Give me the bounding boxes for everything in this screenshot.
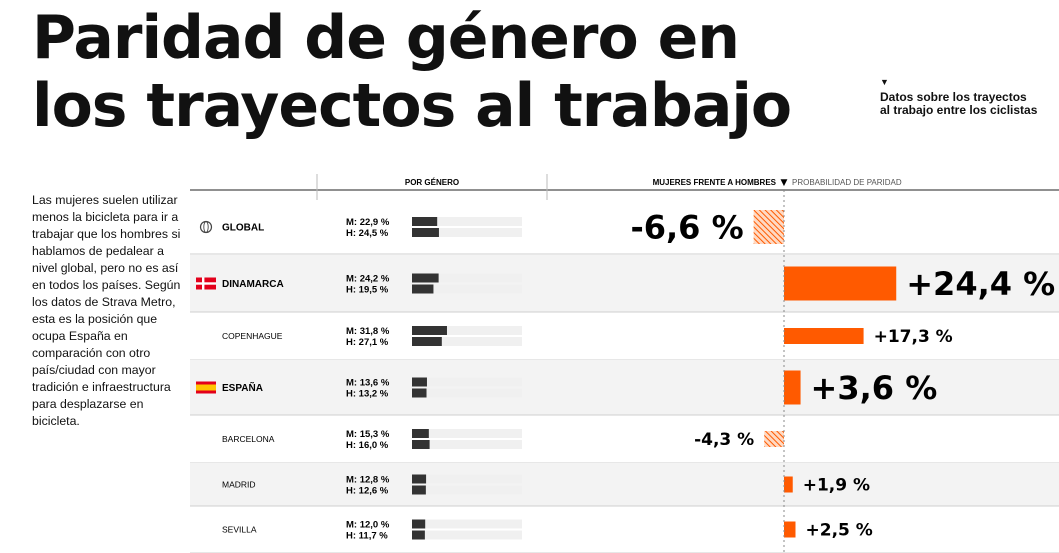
men-bar-barcelona — [412, 440, 430, 449]
globe-icon-meridian — [203, 221, 209, 233]
men-bar-copenhague — [412, 337, 442, 346]
women-bar-track — [412, 273, 522, 283]
women-bar-copenhague — [412, 326, 447, 335]
header-parity: PROBABILIDAD DE PARIDAD — [792, 178, 902, 187]
triangle-down-icon: ▼ — [880, 77, 889, 87]
men-share-label: H: 13,2 % — [346, 389, 389, 400]
men-bar-madrid — [412, 485, 426, 495]
men-bar-track — [412, 337, 522, 346]
women-share-label: M: 13,6 % — [346, 378, 390, 389]
women-share-label: M: 24,2 % — [346, 274, 390, 285]
diff-value-copenhague: +17,3 % — [874, 327, 953, 347]
subtitle-note: ▼ Datos sobre los trayectos al trabajo e… — [880, 76, 1040, 117]
women-bar-sevilla — [412, 519, 426, 529]
men-bar-track — [412, 440, 522, 449]
women-bar-track — [412, 474, 522, 484]
row-label-sevilla: SEVILLA — [222, 525, 257, 535]
row-label-barcelona: BARCELONA — [222, 434, 275, 444]
intro-text: Las mujeres suelen utilizar menos la bic… — [32, 193, 181, 428]
women-bar-track — [412, 519, 522, 529]
men-share-label: H: 24,5 % — [346, 228, 389, 239]
men-share-label: H: 16,0 % — [346, 440, 389, 451]
women-bar-espana — [412, 377, 427, 387]
header-triangle-icon: ▼ — [781, 178, 788, 188]
men-share-label: H: 11,7 % — [346, 531, 388, 542]
diff-value-espana: +3,6 % — [811, 369, 938, 407]
men-bar-track — [412, 485, 522, 495]
men-share-label: H: 27,1 % — [346, 337, 389, 348]
row-background-dinamarca — [190, 255, 1059, 312]
men-bar-track — [412, 228, 522, 237]
row-background-espana — [190, 360, 1059, 415]
diff-value-sevilla: +2,5 % — [806, 521, 873, 541]
women-share-label: M: 31,8 % — [346, 326, 390, 337]
row-label-madrid: MADRID — [222, 480, 256, 490]
diff-value-dinamarca: +24,4 % — [906, 265, 1055, 303]
men-share-label: H: 12,6 % — [346, 486, 389, 497]
women-share-label: M: 22,9 % — [346, 217, 390, 228]
diff-bar-copenhague — [784, 328, 864, 344]
women-bar-track — [412, 377, 522, 387]
men-share-label: H: 19,5 % — [346, 285, 389, 296]
row-label-global: GLOBAL — [222, 223, 264, 234]
women-share-label: M: 12,8 % — [346, 475, 390, 486]
men-bar-global — [412, 228, 439, 237]
title-line-1: Paridad de género en — [32, 3, 740, 73]
diff-bar-global — [753, 210, 784, 244]
row-background-madrid — [190, 463, 1059, 506]
page-title: Paridad de género en los trayectos al tr… — [32, 3, 792, 141]
men-bar-track — [412, 530, 522, 540]
diff-bar-madrid — [784, 476, 793, 493]
women-bar-track — [412, 326, 522, 335]
women-bar-madrid — [412, 474, 427, 484]
flag-denmark-icon-cross-h — [196, 282, 216, 285]
diff-value-madrid: +1,9 % — [803, 476, 870, 496]
women-bar-barcelona — [412, 429, 429, 438]
diff-bar-barcelona — [764, 431, 784, 447]
men-bar-dinamarca — [412, 284, 434, 294]
men-bar-track — [412, 388, 522, 398]
title-line-2: los trayectos al trabajo — [32, 71, 792, 141]
diff-bar-espana — [784, 370, 801, 405]
women-share-label: M: 15,3 % — [346, 429, 390, 440]
diff-bar-dinamarca — [784, 266, 897, 301]
row-label-copenhague: COPENHAGUE — [222, 331, 283, 341]
women-bar-track — [412, 217, 522, 226]
men-bar-track — [412, 284, 522, 294]
flag-spain-icon-band — [196, 384, 216, 391]
globe-icon — [199, 220, 213, 234]
diff-value-global: -6,6 % — [630, 209, 743, 247]
header-women-vs-men: MUJERES FRENTE A HOMBRES — [653, 178, 777, 187]
subtitle-text: Datos sobre los trayectos al trabajo ent… — [880, 90, 1038, 117]
row-label-dinamarca: DINAMARCA — [222, 279, 284, 290]
women-bar-global — [412, 217, 438, 226]
diff-value-barcelona: -4,3 % — [694, 430, 754, 450]
flag-denmark-icon-cross-v — [202, 277, 205, 290]
women-bar-dinamarca — [412, 273, 439, 283]
men-bar-sevilla — [412, 530, 425, 540]
row-label-espana: ESPAÑA — [222, 381, 263, 394]
men-bar-espana — [412, 388, 427, 398]
header-by-gender: POR GÉNERO — [405, 178, 459, 187]
diff-bar-sevilla — [784, 521, 796, 538]
women-share-label: M: 12,0 % — [346, 520, 390, 531]
women-bar-track — [412, 429, 522, 438]
